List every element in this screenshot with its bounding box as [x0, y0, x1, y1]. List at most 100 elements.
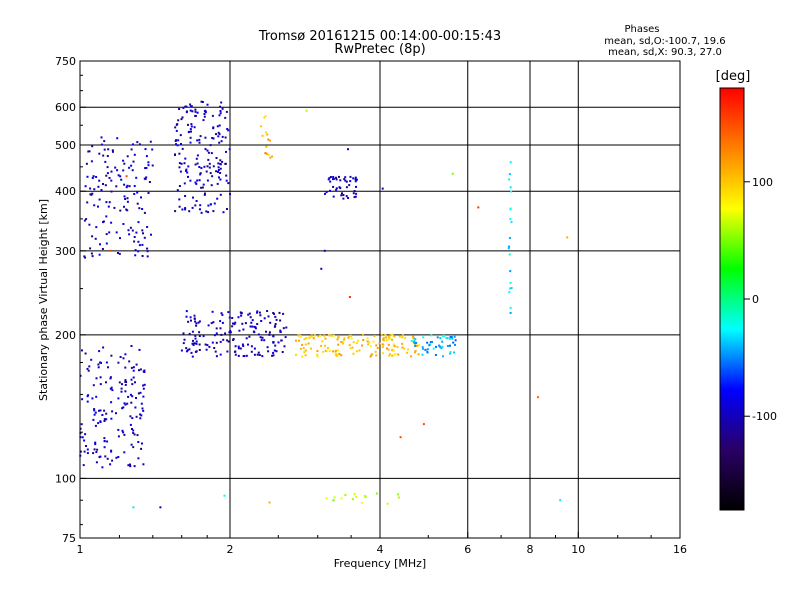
data-point	[142, 387, 145, 390]
data-point	[371, 353, 374, 356]
data-point	[92, 384, 95, 387]
data-point	[191, 330, 194, 333]
data-point	[267, 138, 270, 141]
data-point	[243, 355, 246, 357]
data-point	[95, 461, 98, 464]
data-point	[132, 160, 135, 163]
data-point	[203, 113, 206, 115]
data-point	[195, 340, 198, 343]
data-point	[85, 162, 88, 165]
data-point	[112, 150, 114, 153]
data-point	[220, 101, 223, 104]
data-point	[133, 193, 136, 195]
data-point	[98, 350, 101, 353]
data-point	[381, 346, 384, 349]
data-point	[97, 205, 99, 208]
data-point	[110, 170, 113, 173]
data-point	[335, 178, 338, 181]
data-point	[190, 125, 193, 128]
data-point	[129, 423, 132, 426]
data-point	[111, 149, 114, 152]
data-point	[332, 195, 335, 198]
data-point	[194, 320, 197, 323]
data-point	[211, 114, 214, 117]
data-point	[216, 197, 219, 200]
data-point	[184, 208, 187, 211]
data-point	[108, 201, 111, 204]
data-point	[194, 204, 197, 207]
data-point	[449, 336, 452, 339]
data-point	[203, 165, 206, 168]
data-point	[199, 172, 202, 175]
data-point	[196, 154, 199, 157]
data-point	[188, 131, 190, 134]
data-point	[124, 390, 127, 393]
data-point	[386, 347, 388, 350]
data-point	[141, 407, 144, 410]
data-point	[454, 339, 457, 342]
data-point	[277, 341, 280, 344]
data-point	[140, 447, 143, 450]
data-point	[316, 353, 319, 356]
data-point	[422, 423, 425, 426]
data-point	[181, 208, 184, 211]
data-point	[352, 341, 355, 344]
data-point	[126, 402, 129, 405]
data-point	[282, 312, 285, 315]
data-point	[301, 355, 304, 358]
data-point	[126, 197, 129, 200]
data-point	[109, 249, 112, 252]
data-point	[347, 148, 349, 151]
data-point	[338, 352, 341, 355]
data-point	[219, 178, 222, 181]
data-point	[348, 334, 351, 337]
data-point	[134, 381, 136, 384]
data-point	[105, 418, 108, 421]
data-point	[103, 440, 106, 442]
data-point	[97, 185, 100, 188]
data-point	[361, 501, 364, 504]
data-point	[123, 402, 126, 405]
data-point	[130, 164, 133, 167]
data-point	[140, 402, 143, 405]
data-point	[143, 383, 146, 386]
data-point	[397, 353, 400, 356]
data-point	[102, 220, 105, 223]
data-point	[382, 352, 385, 355]
data-point	[145, 176, 148, 179]
data-point	[206, 179, 209, 182]
data-point	[345, 195, 348, 198]
data-point	[203, 193, 206, 196]
data-point	[426, 341, 429, 344]
data-point	[94, 424, 97, 427]
data-point	[94, 237, 97, 240]
data-point	[280, 339, 283, 342]
data-point	[508, 178, 511, 181]
data-point	[446, 345, 449, 347]
data-point	[185, 347, 188, 350]
data-point	[102, 346, 105, 349]
data-point	[142, 395, 145, 398]
data-point	[97, 422, 100, 425]
chart-subtitle: RwPretec (8p)	[334, 42, 425, 57]
data-point	[137, 240, 140, 243]
data-point	[136, 202, 139, 205]
data-point	[278, 311, 281, 314]
data-point	[323, 334, 326, 337]
data-point	[141, 243, 144, 246]
data-point	[178, 108, 181, 110]
y-tick-label: 200	[55, 329, 76, 342]
data-point	[218, 133, 221, 136]
data-point	[355, 496, 358, 498]
data-point	[259, 336, 262, 339]
data-point	[240, 312, 243, 315]
axis-ticks: 1 2 4 6 8 10 16 75 100 200 300 400 500 600 750	[55, 55, 687, 556]
data-point	[264, 115, 267, 118]
data-point	[140, 414, 143, 417]
data-point	[256, 323, 259, 325]
data-point	[284, 336, 287, 339]
data-point	[349, 175, 352, 178]
data-point	[387, 335, 390, 338]
data-point	[198, 320, 201, 323]
data-point	[240, 314, 243, 317]
